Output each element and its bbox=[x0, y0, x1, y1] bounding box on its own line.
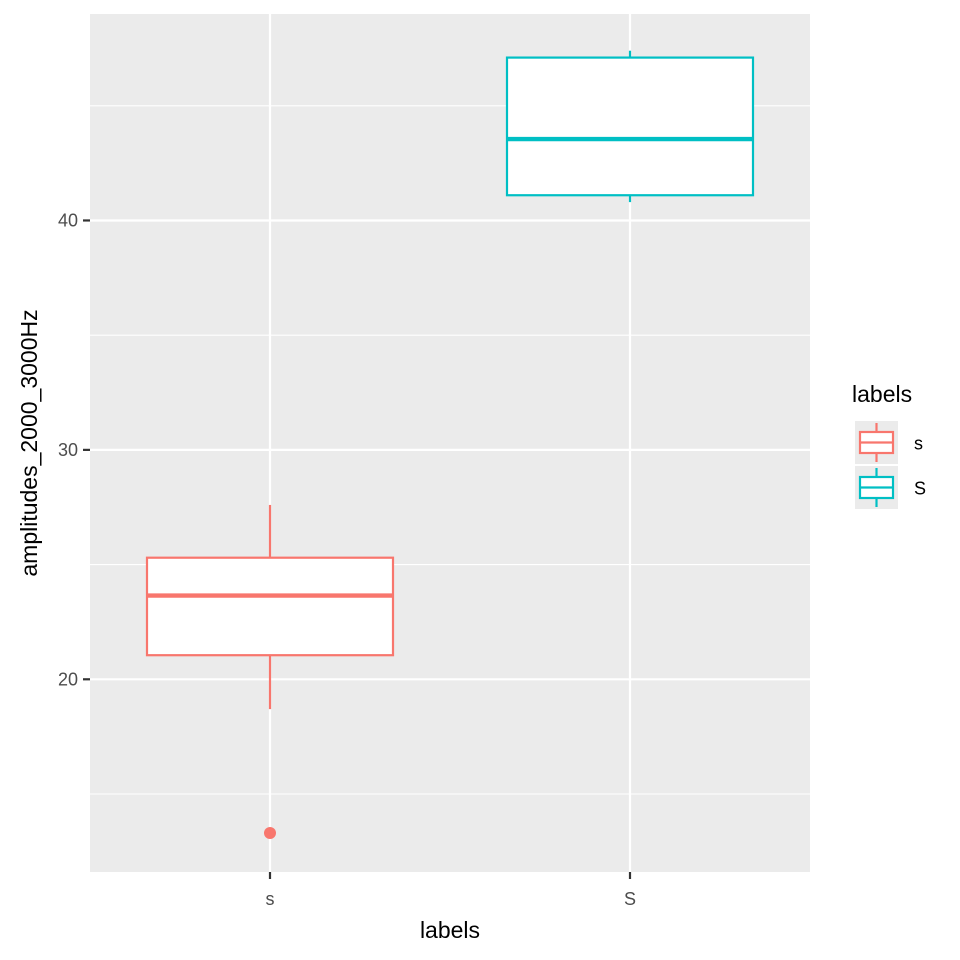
legend: labels sS bbox=[852, 381, 926, 509]
legend-key-2: S bbox=[855, 466, 926, 509]
box-1 bbox=[145, 504, 395, 839]
x-tick-label: s bbox=[266, 889, 275, 909]
box-body bbox=[145, 556, 395, 657]
outlier-point bbox=[264, 827, 276, 839]
y-tick-label: 30 bbox=[58, 440, 78, 460]
y-tick-label: 20 bbox=[58, 669, 78, 689]
x-tick-label: S bbox=[624, 889, 636, 909]
y-axis-title: amplitudes_2000_3000Hz bbox=[16, 309, 42, 576]
axes-layer: 20 30 40 s S bbox=[58, 210, 636, 909]
legend-keys: sS bbox=[855, 421, 926, 509]
legend-label: S bbox=[914, 479, 926, 499]
box-body bbox=[505, 56, 755, 197]
legend-title: labels bbox=[852, 381, 912, 407]
legend-key-1: s bbox=[855, 421, 923, 464]
boxes-layer bbox=[145, 50, 755, 839]
x-axis-title: labels bbox=[420, 917, 480, 943]
y-tick-label: 40 bbox=[58, 210, 78, 230]
box-2 bbox=[505, 50, 755, 203]
legend-label: s bbox=[914, 434, 923, 454]
